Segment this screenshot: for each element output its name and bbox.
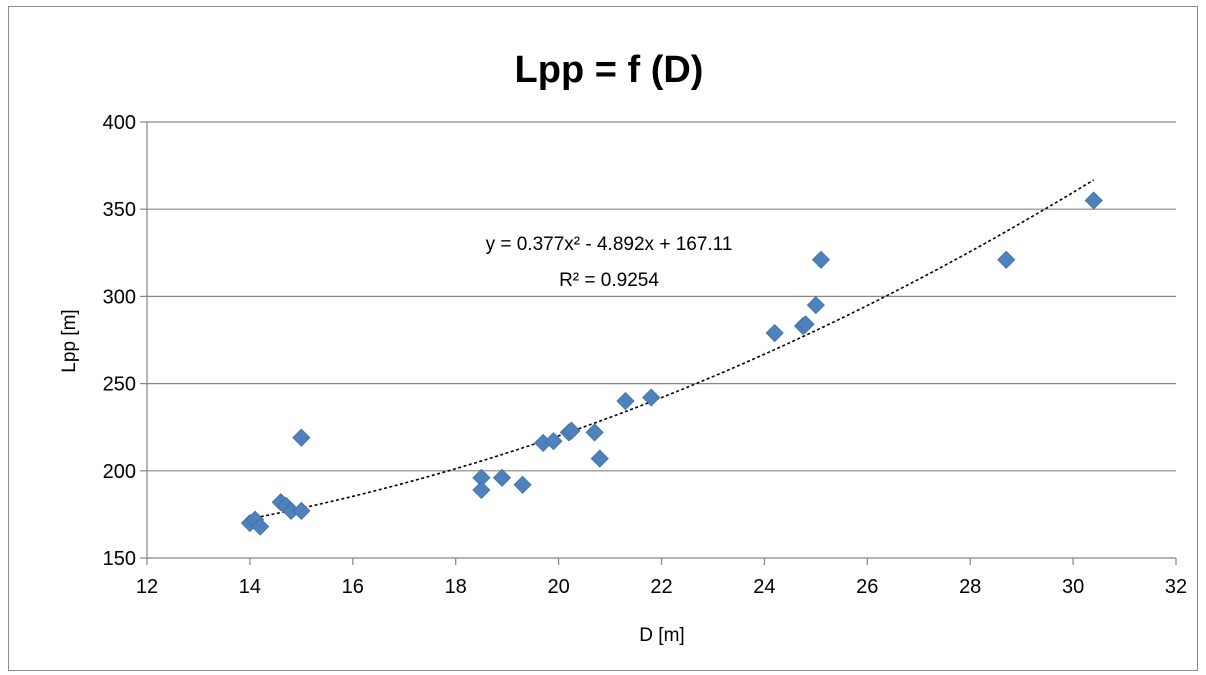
x-tick-label: 28: [959, 576, 981, 598]
x-tick-label: 12: [136, 576, 158, 598]
y-axis-label: Lpp [m]: [59, 309, 80, 372]
data-point: [642, 388, 661, 407]
chart-title: Lpp = f (D): [515, 49, 704, 91]
data-point: [292, 428, 311, 447]
x-tick-label: 18: [445, 576, 467, 598]
x-axis-label: D [m]: [639, 625, 684, 646]
data-point: [585, 423, 604, 442]
gridlines: [147, 121, 1176, 472]
y-tick-label: 250: [103, 374, 136, 396]
x-tick-label: 14: [239, 576, 261, 598]
y-tick-label: 200: [103, 461, 136, 483]
data-point: [806, 296, 825, 315]
y-tick-label: 400: [103, 112, 136, 134]
data-point: [251, 517, 270, 536]
data-point: [811, 250, 831, 269]
x-tick-label: 16: [342, 576, 364, 598]
trendline-equation: y = 0.377x² - 4.892x + 167.11: [486, 234, 733, 255]
x-tick-label: 20: [547, 576, 569, 598]
data-point: [292, 501, 311, 520]
data-point: [562, 421, 581, 440]
x-tick-label: 32: [1165, 576, 1187, 598]
data-point: [997, 250, 1016, 269]
data-point: [513, 475, 532, 494]
tick-labels: 150 200 250 300 350 400 12 14 16 18 20 22 24 26 28 30 32: [103, 112, 1188, 598]
chart-frame: [8, 6, 1198, 671]
data-point: [616, 391, 635, 411]
data-point: [796, 315, 815, 334]
trendline-layer: [249, 179, 1095, 520]
data-point: [544, 432, 563, 451]
data-point: [590, 449, 609, 468]
trendline: [249, 179, 1095, 520]
axes: [140, 121, 1177, 565]
data-point: [765, 323, 784, 343]
x-tick-label: 30: [1062, 576, 1084, 598]
x-tick-label: 22: [650, 576, 672, 598]
data-point: [472, 480, 491, 500]
data-point: [492, 468, 512, 487]
y-tick-label: 150: [103, 548, 136, 570]
data-points: [240, 191, 1103, 536]
y-tick-label: 300: [103, 286, 136, 308]
x-tick-label: 26: [856, 576, 878, 598]
y-tick-label: 350: [103, 199, 136, 221]
x-tick-label: 24: [753, 576, 775, 598]
data-point: [1084, 191, 1103, 210]
r-squared-label: R² = 0.9254: [559, 270, 659, 291]
